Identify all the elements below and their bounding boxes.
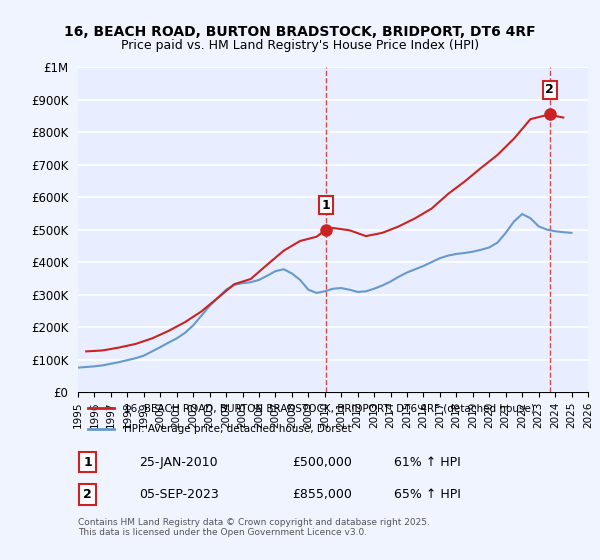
Text: HPI: Average price, detached house, Dorset: HPI: Average price, detached house, Dors…	[124, 424, 352, 434]
Text: 2: 2	[545, 83, 554, 96]
Text: 2: 2	[83, 488, 92, 501]
Text: 1: 1	[322, 199, 331, 212]
Text: 16, BEACH ROAD, BURTON BRADSTOCK, BRIDPORT, DT6 4RF (detached house): 16, BEACH ROAD, BURTON BRADSTOCK, BRIDPO…	[124, 403, 535, 413]
Text: 05-SEP-2023: 05-SEP-2023	[139, 488, 219, 501]
Text: £855,000: £855,000	[292, 488, 352, 501]
Text: 25-JAN-2010: 25-JAN-2010	[139, 456, 218, 469]
Text: 16, BEACH ROAD, BURTON BRADSTOCK, BRIDPORT, DT6 4RF: 16, BEACH ROAD, BURTON BRADSTOCK, BRIDPO…	[64, 25, 536, 39]
Text: £500,000: £500,000	[292, 456, 352, 469]
Text: Price paid vs. HM Land Registry's House Price Index (HPI): Price paid vs. HM Land Registry's House …	[121, 39, 479, 52]
Text: 61% ↑ HPI: 61% ↑ HPI	[394, 456, 461, 469]
Text: Contains HM Land Registry data © Crown copyright and database right 2025.
This d: Contains HM Land Registry data © Crown c…	[78, 518, 430, 538]
Text: 1: 1	[83, 456, 92, 469]
Text: 65% ↑ HPI: 65% ↑ HPI	[394, 488, 461, 501]
